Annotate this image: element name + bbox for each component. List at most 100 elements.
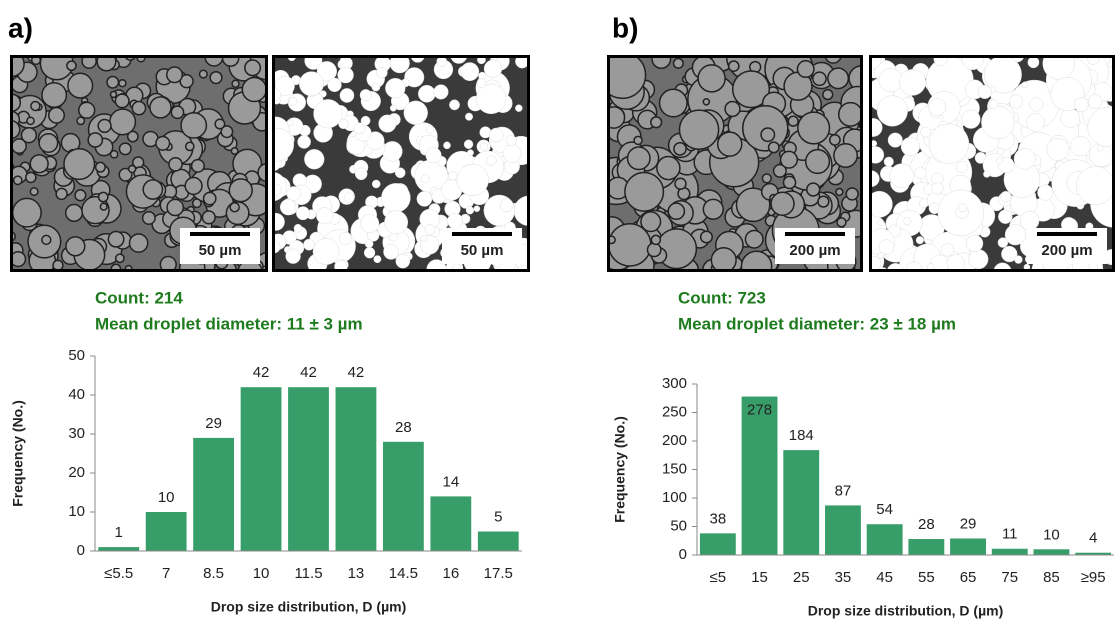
value-label: 87 <box>835 482 852 499</box>
droplet <box>480 143 487 150</box>
value-label: 54 <box>876 501 893 518</box>
droplet <box>500 199 513 212</box>
droplet <box>79 102 95 118</box>
droplet <box>634 136 642 144</box>
droplet <box>98 120 111 133</box>
bar <box>98 547 139 551</box>
droplet <box>365 240 373 248</box>
y-tick-label: 20 <box>68 464 85 481</box>
droplet <box>384 211 407 234</box>
droplet <box>100 203 107 210</box>
droplet <box>486 156 496 166</box>
droplet <box>14 176 22 184</box>
droplet <box>267 213 284 230</box>
x-tick-label: 25 <box>793 569 810 586</box>
droplet <box>355 168 367 180</box>
value-label: 42 <box>348 364 365 381</box>
droplet <box>30 188 38 196</box>
droplet <box>506 135 516 145</box>
y-tick-label: 0 <box>77 542 85 559</box>
micrograph: 200 µm <box>593 32 876 281</box>
bar <box>241 387 282 551</box>
droplet <box>997 148 1004 155</box>
value-label: 10 <box>158 489 175 506</box>
droplet <box>476 84 506 114</box>
droplet <box>53 260 63 270</box>
x-tick-label: 85 <box>1043 569 1060 586</box>
droplet <box>457 164 489 196</box>
droplet <box>75 190 86 201</box>
y-axis-title: Frequency (No.) <box>10 400 26 507</box>
droplet <box>962 48 984 70</box>
scale-bar-label: 200 µm <box>1041 242 1092 259</box>
droplet <box>1047 138 1069 160</box>
y-tick-label: 250 <box>662 403 687 420</box>
bar <box>383 442 424 551</box>
droplet <box>996 158 1002 164</box>
droplet <box>449 100 459 110</box>
value-label: 29 <box>205 415 222 432</box>
droplet <box>934 52 948 66</box>
droplet <box>466 206 474 214</box>
droplet <box>421 235 427 241</box>
droplet <box>1076 167 1114 205</box>
droplet <box>878 253 884 259</box>
droplet <box>245 60 261 76</box>
droplet <box>877 220 883 226</box>
droplet <box>110 109 136 135</box>
droplet <box>762 174 771 183</box>
value-label: 42 <box>300 364 317 381</box>
panel-label: a) <box>8 12 33 43</box>
bar <box>825 505 861 555</box>
droplet <box>143 212 155 224</box>
droplet <box>186 142 194 150</box>
droplet <box>372 83 380 91</box>
droplet <box>703 199 723 219</box>
droplet <box>781 151 798 168</box>
x-tick-label: 35 <box>835 569 852 586</box>
droplet <box>784 176 796 188</box>
droplet <box>316 207 333 224</box>
droplet <box>932 183 944 195</box>
droplet <box>625 172 664 211</box>
droplet <box>1074 98 1088 112</box>
droplet <box>379 115 396 132</box>
droplet <box>231 148 238 155</box>
droplet <box>383 244 398 259</box>
value-label: 42 <box>253 364 270 381</box>
droplet <box>489 128 503 142</box>
y-tick-label: 50 <box>68 347 85 364</box>
x-tick-label: 7 <box>162 565 170 582</box>
droplet <box>652 50 671 69</box>
droplet <box>467 150 473 156</box>
bar <box>742 397 778 555</box>
micrograph: 50 µm <box>258 47 544 279</box>
droplet <box>962 110 981 129</box>
y-tick-label: 40 <box>68 386 85 403</box>
droplet <box>26 172 36 182</box>
droplet <box>364 247 375 258</box>
droplet <box>108 232 123 247</box>
bar <box>950 538 986 555</box>
figure-canvas: a)50 µm50 µmCount: 214Mean droplet diame… <box>0 0 1120 628</box>
droplet <box>339 232 351 244</box>
droplet <box>287 186 301 200</box>
droplet <box>77 117 84 124</box>
value-label: 278 <box>747 402 772 419</box>
droplet <box>718 132 742 156</box>
droplet <box>210 72 222 84</box>
droplet <box>941 243 954 256</box>
value-label: 14 <box>442 473 459 490</box>
droplet <box>447 213 462 228</box>
y-tick-label: 100 <box>662 489 687 506</box>
droplet <box>904 217 911 224</box>
micrograph: 50 µm <box>0 47 283 284</box>
bar <box>992 549 1028 555</box>
bar <box>288 387 329 551</box>
droplet <box>269 184 281 196</box>
droplet <box>88 133 102 147</box>
droplet <box>132 101 145 114</box>
droplet <box>674 143 686 155</box>
droplet <box>167 67 183 83</box>
droplet <box>130 234 148 252</box>
